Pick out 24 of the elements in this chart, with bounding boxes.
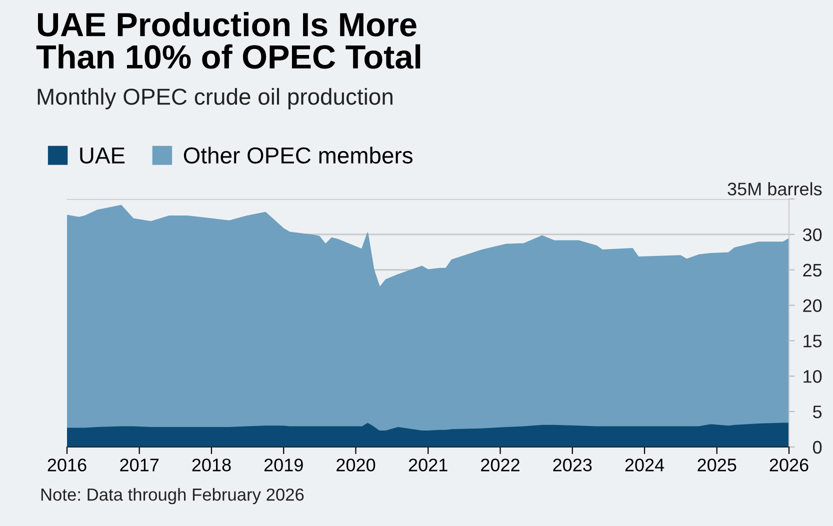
x-tick-label: 2018 [192, 458, 231, 472]
y-tick-label: 30 [802, 228, 822, 242]
y-tick-label: 20 [803, 299, 822, 312]
chart-subtitle: Monthly OPEC crude oil production [38, 88, 392, 110]
y-tick-label: 10 [804, 370, 822, 383]
x-tick-label: 2026 [770, 458, 808, 472]
x-tick-label: 2016 [48, 458, 86, 472]
y-tick-label: 0 [813, 440, 822, 454]
x-tick-label: 2023 [553, 458, 592, 472]
y-tick-label: 25 [803, 264, 822, 277]
text: Note: Data through February 2026 [41, 488, 304, 504]
x-tick-label: 2024 [625, 458, 664, 472]
y-tick-label: 5 [813, 406, 822, 418]
x-tick-label: 2020 [336, 458, 376, 472]
x-tick-label: 2019 [264, 458, 303, 472]
y-tick-label: 35M barrels [728, 182, 822, 196]
x-tick-label: 2022 [481, 458, 520, 472]
legend-label: Other OPEC members [184, 146, 412, 164]
legend-label: UAE [80, 148, 125, 164]
chart-title: UAE Production Is More Than 10% of OPEC Total [36, 12, 420, 69]
x-tick-label: 2025 [698, 458, 736, 472]
y-tick-label: 15 [804, 334, 822, 348]
x-tick-label: 2017 [120, 458, 159, 472]
x-tick-label: 2021 [408, 458, 448, 472]
